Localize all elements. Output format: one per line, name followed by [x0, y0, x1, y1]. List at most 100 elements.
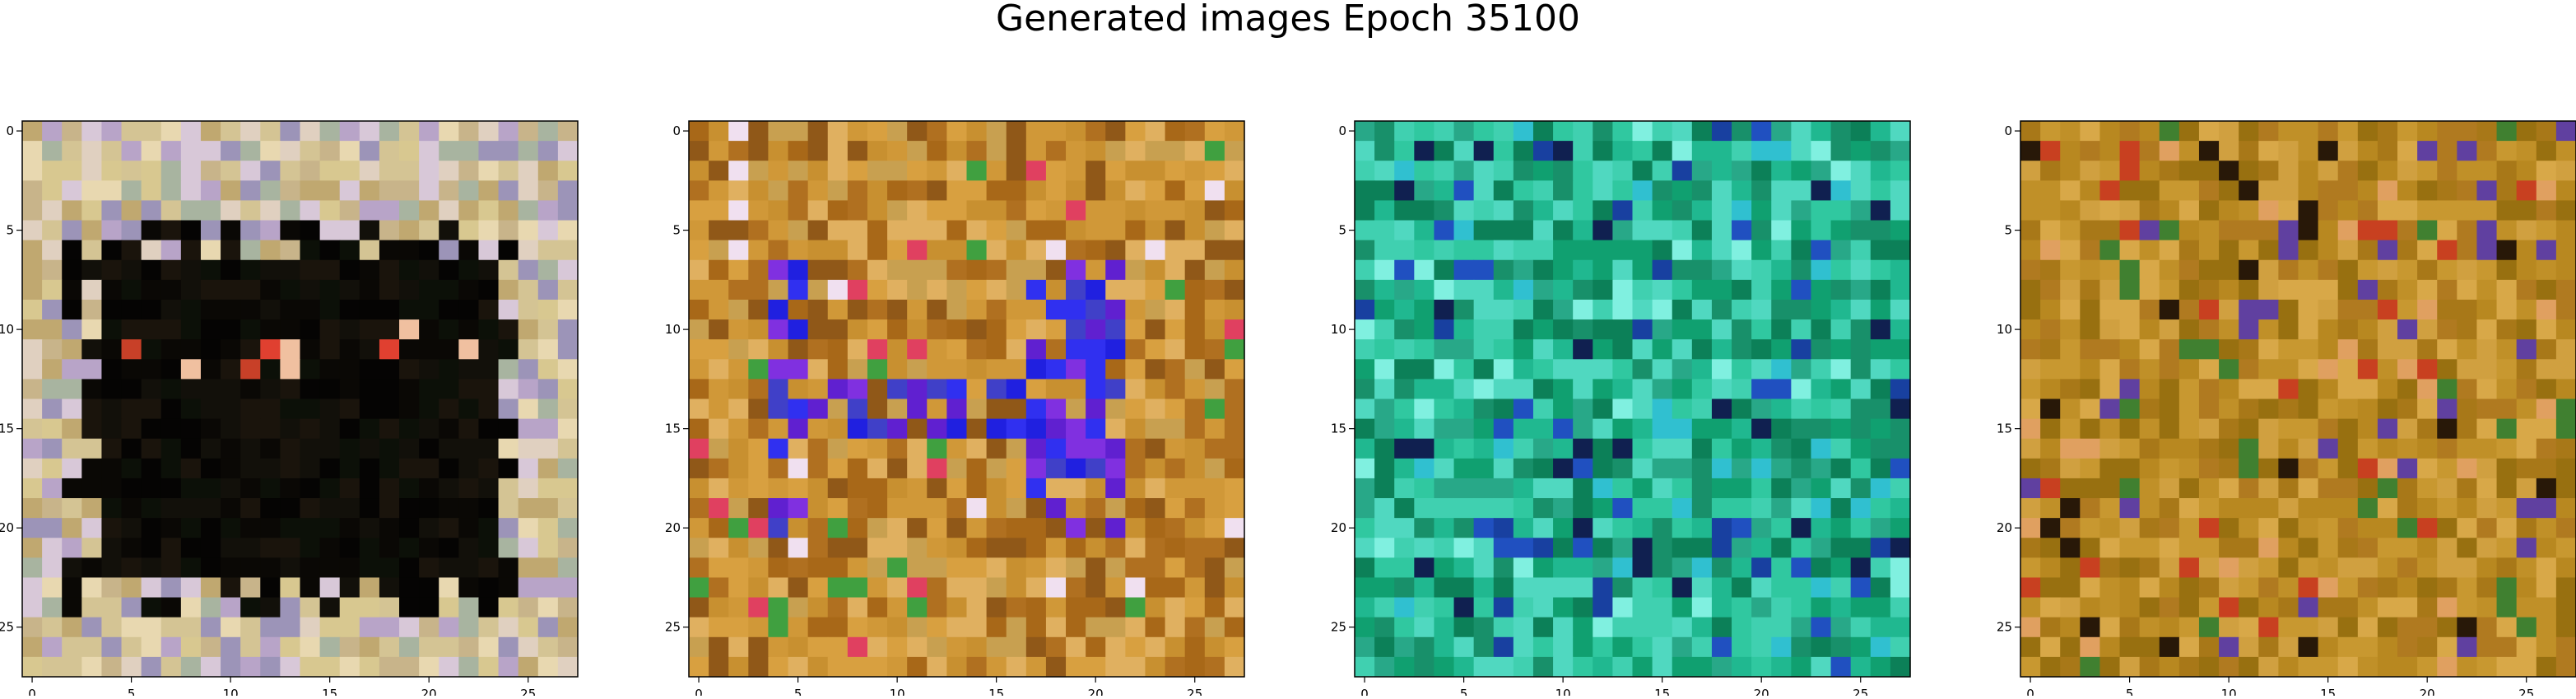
- pixel-cell: [907, 299, 928, 320]
- pixel-cell: [946, 478, 968, 499]
- pixel-cell: [458, 518, 480, 538]
- pixel-cell: [2258, 478, 2279, 499]
- pixel-cell: [359, 379, 380, 400]
- pixel-cell: [1573, 438, 1593, 459]
- pixel-cell: [2357, 200, 2378, 221]
- pixel-cell: [807, 557, 829, 579]
- pixel-cell: [419, 538, 439, 558]
- pixel-cell: [1355, 597, 1375, 618]
- pixel-cell: [2377, 557, 2398, 579]
- pixel-cell: [22, 220, 43, 241]
- pixel-cell: [537, 299, 559, 320]
- pixel-cell: [2278, 200, 2299, 221]
- pixel-cell: [887, 200, 908, 221]
- pixel-cell: [2239, 577, 2259, 599]
- pixel-cell: [1105, 478, 1126, 499]
- pixel-cell: [1593, 240, 1613, 261]
- pixel-cell: [1204, 299, 1225, 320]
- pixel-cell: [2337, 656, 2359, 678]
- pixel-cell: [2357, 617, 2378, 638]
- pixel-cell: [2040, 498, 2061, 519]
- pixel-cell: [1473, 379, 1495, 400]
- pixel-cell: [2099, 141, 2121, 161]
- pixel-cell: [1830, 398, 1852, 420]
- pixel-cell: [1732, 259, 1752, 281]
- pixel-cell: [2437, 636, 2457, 658]
- pixel-cell: [359, 200, 380, 221]
- pixel-cell: [709, 240, 729, 261]
- pixel-cell: [42, 577, 63, 599]
- pixel-cell: [1165, 200, 1186, 221]
- pixel-cell: [101, 498, 123, 519]
- pixel-cell: [2377, 656, 2398, 678]
- pixel-cell: [280, 299, 301, 320]
- pixel-cell: [2555, 577, 2576, 599]
- pixel-cell: [887, 279, 908, 301]
- pixel-cell: [1553, 398, 1574, 420]
- pixel-cell: [260, 359, 281, 380]
- pixel-cell: [280, 438, 301, 459]
- pixel-cell: [200, 161, 221, 181]
- pixel-cell: [518, 518, 539, 538]
- pixel-cell: [478, 121, 500, 142]
- pixel-cell: [1105, 458, 1126, 479]
- pixel-cell: [2357, 597, 2378, 618]
- pixel-cell: [2159, 478, 2180, 499]
- pixel-cell: [867, 220, 888, 241]
- pixel-cell: [1125, 636, 1146, 658]
- pixel-cell: [319, 498, 341, 519]
- pixel-cell: [2080, 141, 2101, 161]
- y-tick-label: 0: [1338, 123, 1346, 138]
- pixel-cell: [1791, 319, 1812, 340]
- pixel-cell: [2080, 279, 2101, 301]
- pixel-cell: [1870, 240, 1891, 261]
- pixel-cell: [1204, 279, 1225, 301]
- pixel-cell: [1006, 498, 1027, 519]
- pixel-cell: [1830, 418, 1852, 440]
- pixel-cell: [1691, 498, 1713, 519]
- pixel-cell: [2178, 200, 2200, 221]
- pixel-cell: [260, 418, 281, 440]
- pixel-cell: [2219, 141, 2239, 161]
- pixel-cell: [478, 617, 500, 638]
- pixel-cell: [42, 656, 63, 678]
- pixel-cell: [1473, 557, 1495, 579]
- pixel-cell: [1850, 379, 1872, 400]
- pixel-cell: [339, 518, 360, 538]
- pixel-cell: [986, 359, 1007, 380]
- pixel-cell: [2278, 220, 2299, 241]
- pixel-cell: [2060, 279, 2081, 301]
- pixel-cell: [966, 597, 988, 618]
- pixel-cell: [986, 518, 1007, 538]
- pixel-cell: [1553, 478, 1574, 499]
- pixel-cell: [1691, 656, 1713, 678]
- pixel-cell: [379, 577, 400, 599]
- pixel-cell: [1811, 418, 1832, 440]
- pixel-cell: [458, 398, 480, 420]
- pixel-cell: [1612, 498, 1634, 519]
- pixel-cell: [2437, 359, 2457, 380]
- pixel-cell: [458, 557, 480, 579]
- pixel-cell: [221, 339, 241, 360]
- pixel-cell: [2278, 398, 2299, 420]
- pixel-cell: [557, 418, 579, 440]
- y-tick-label: 10: [1997, 322, 2012, 337]
- pixel-cell: [2516, 398, 2537, 420]
- pixel-cell: [2357, 577, 2378, 599]
- pixel-cell: [1394, 180, 1415, 202]
- pixel-cell: [2139, 498, 2160, 519]
- pixel-cell: [1830, 538, 1852, 558]
- pixel-cell: [1632, 398, 1653, 420]
- pixel-cell: [1711, 617, 1732, 638]
- pixel-cell: [1434, 538, 1455, 558]
- pixel-cell: [1850, 617, 1872, 638]
- pixel-cell: [221, 538, 241, 558]
- pixel-cell: [2040, 240, 2061, 261]
- pixel-cell: [2476, 121, 2498, 142]
- pixel-cell: [1224, 398, 1245, 420]
- pixel-cell: [2298, 557, 2319, 579]
- pixel-cell: [2476, 240, 2498, 261]
- pixel-cell: [379, 240, 400, 261]
- pixel-cell: [867, 458, 888, 479]
- pixel-cell: [439, 418, 459, 440]
